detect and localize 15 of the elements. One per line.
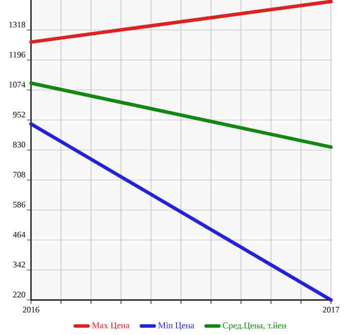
legend-label: Max Цена [92,322,130,330]
y-tick-label: 1318 [9,22,26,28]
y-tick-label: 830 [13,142,26,148]
y-tick-label: 952 [13,112,26,118]
y-tick-label: 586 [13,202,26,208]
y-tick-label: 1196 [10,52,26,58]
x-tick-label: 2017 [322,306,340,312]
y-tick-label: 1074 [9,82,26,88]
legend-label: Min Цена [158,322,194,330]
y-tick-label: 220 [13,292,26,298]
x-tick-label: 2016 [22,306,40,312]
y-tick-label: 708 [13,172,26,178]
legend-label: Сред.Цена, т.йен [222,322,286,330]
y-tick-label: 342 [13,262,26,268]
y-tick-label: 464 [12,232,26,238]
